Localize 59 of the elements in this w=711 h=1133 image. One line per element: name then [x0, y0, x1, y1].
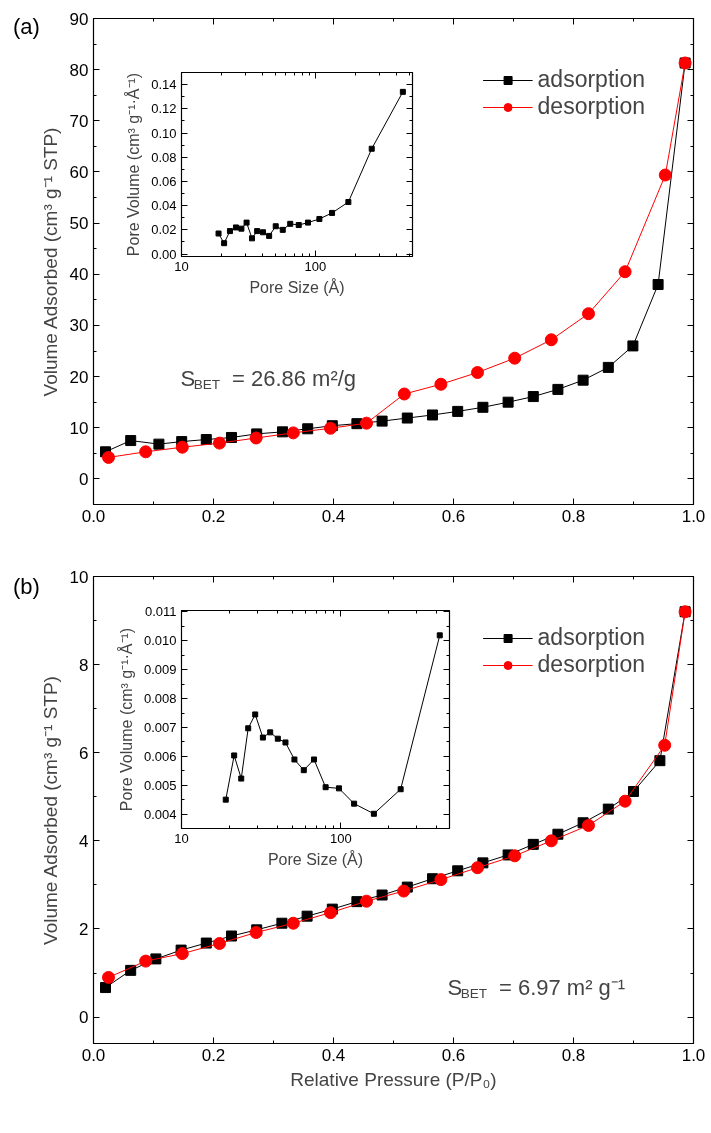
y-tick-label: 0.10: [151, 125, 177, 141]
y-tick-label: 0.08: [151, 149, 177, 165]
x-tick-label: 0.4: [321, 506, 346, 526]
y-tick-label: 10: [69, 418, 89, 438]
y-tick-label: 50: [69, 214, 89, 234]
y-tick-label: 70: [69, 111, 89, 131]
y-axis-title: Pore Volume (cm³ g⁻¹·Å⁻¹): [124, 72, 143, 257]
y-tick-label: 0.12: [151, 101, 177, 117]
y-tick-label: 0.14: [151, 77, 177, 93]
y-tick-label: 4: [79, 831, 89, 851]
y-tick-label: 0.005: [143, 777, 177, 793]
y-tick-label: 8: [79, 655, 89, 675]
legend-label: desorption: [537, 93, 645, 120]
y-tick-label: 30: [69, 316, 89, 336]
x-axis-title: Pore Size (Å): [267, 849, 364, 868]
x-tick-label: 0.8: [561, 1045, 586, 1065]
y-tick-label: 0: [79, 1008, 89, 1028]
x-tick-label: 0.4: [321, 1045, 346, 1065]
legend-label: desorption: [537, 651, 645, 678]
y-tick-label: 40: [69, 265, 89, 285]
y-tick-label: 0.00: [151, 246, 177, 262]
y-tick-label: 0.009: [143, 662, 177, 678]
legend-label: adsorption: [537, 66, 645, 93]
y-tick-label: 0.008: [143, 691, 177, 707]
y-tick-label: 60: [69, 162, 89, 182]
x-axis-title: Pore Size (Å): [249, 277, 345, 296]
x-tick-label: 100: [304, 258, 327, 274]
y-tick-label: 0.06: [151, 173, 177, 189]
y-tick-label: 0.010: [143, 633, 177, 649]
x-tick-label: 1.0: [681, 1045, 706, 1065]
y-tick-label: 10: [69, 567, 89, 587]
x-tick-label: 0.8: [561, 506, 586, 526]
y-tick-label: 0.04: [151, 198, 177, 214]
y-tick-label: 0.004: [143, 806, 177, 822]
x-tick-label: 0.6: [441, 506, 466, 526]
y-tick-label: 20: [69, 367, 89, 387]
text: (a): [13, 13, 40, 41]
x-tick-label: 0.2: [201, 1045, 226, 1065]
x-tick-label: 0.6: [441, 1045, 466, 1065]
x-tick-label: 0.0: [81, 1045, 106, 1065]
y-tick-label: 80: [69, 60, 89, 80]
legend-label: adsorption: [537, 624, 645, 651]
y-tick-label: 0.007: [143, 719, 177, 735]
x-tick-label: 100: [330, 830, 352, 846]
y-axis-title: Pore Volume (cm³ g⁻¹·Å⁻¹): [116, 627, 135, 812]
x-tick-label: 0.2: [201, 506, 226, 526]
y-axis-title: Volume Adsorbed (cm³ g⁻¹ STP): [39, 676, 61, 945]
y-tick-label: 6: [79, 743, 89, 763]
y-tick-label: 0.02: [151, 222, 177, 238]
y-tick-label: 0: [79, 469, 89, 489]
text: (b): [13, 573, 40, 601]
y-axis-title: Volume Adsorbed (cm³ g⁻¹ STP): [39, 127, 61, 397]
y-tick-label: 90: [69, 9, 89, 29]
y-tick-label: 2: [79, 919, 89, 939]
x-axis-title: Relative Pressure (P/P₀): [290, 1068, 497, 1090]
x-tick-label: 0.0: [81, 506, 106, 526]
y-tick-label: 0.011: [144, 604, 177, 620]
x-tick-label: 1.0: [681, 506, 706, 526]
y-tick-label: 0.006: [143, 748, 177, 764]
